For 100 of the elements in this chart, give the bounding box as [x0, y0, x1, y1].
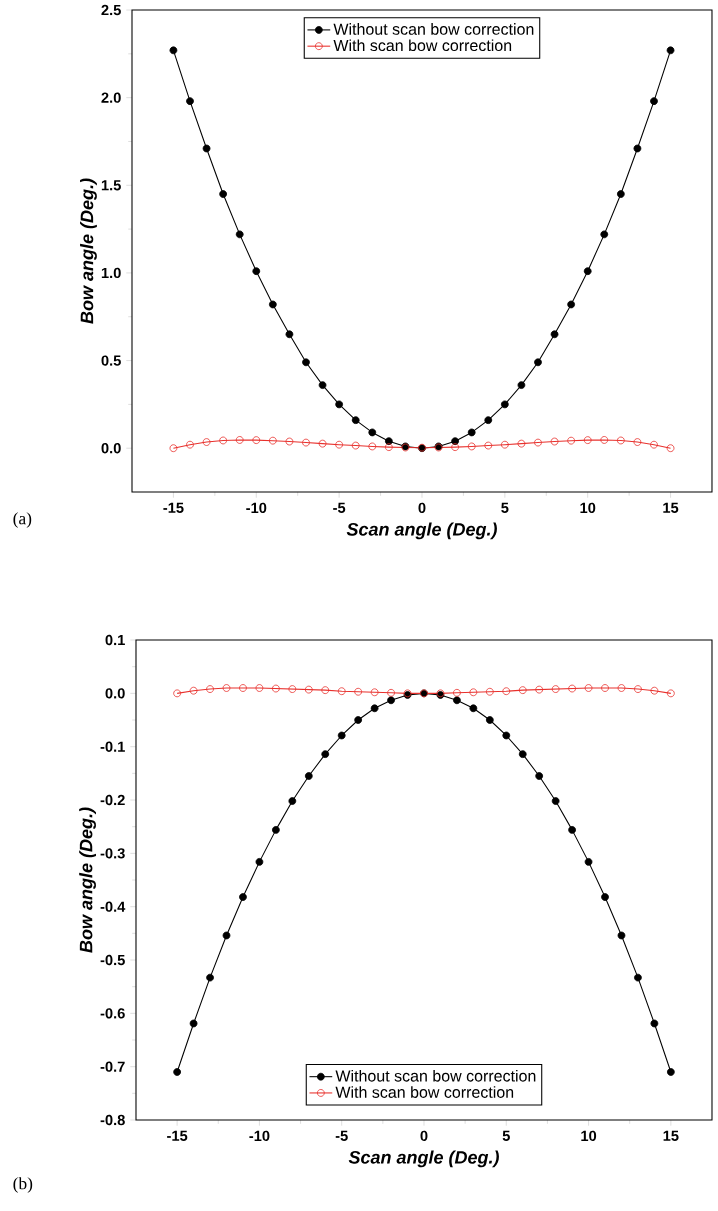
point [502, 731, 511, 740]
x-tick-label: 15 [663, 1130, 679, 1141]
point [337, 687, 346, 696]
point [568, 684, 576, 693]
x-tick-label: -5 [333, 502, 346, 513]
point [239, 893, 247, 901]
point [235, 436, 244, 444]
point [650, 1019, 659, 1028]
point [568, 826, 576, 834]
point [500, 440, 509, 449]
point [252, 267, 261, 276]
x-tick-label: 0 [420, 1130, 428, 1142]
point [206, 685, 214, 693]
x-axis-title: Scan angle (Deg.) [348, 1150, 499, 1168]
point [219, 436, 228, 445]
point [321, 686, 330, 695]
text: (b) [13, 1177, 33, 1193]
point [550, 330, 559, 339]
x-tick-label: 5 [501, 502, 509, 513]
point [255, 858, 264, 866]
legend-label: Without scan bow correction [333, 23, 534, 35]
point [633, 144, 642, 153]
point [186, 97, 194, 106]
point [616, 436, 625, 445]
point [354, 687, 363, 696]
x-tick-label: -10 [249, 1130, 270, 1142]
point [387, 688, 395, 697]
point [285, 330, 294, 339]
x-tick-label: 15 [663, 502, 679, 513]
point [469, 688, 478, 697]
point [550, 437, 559, 446]
point [650, 686, 659, 695]
point [268, 300, 277, 309]
y-tick-label: -0.2 [100, 794, 125, 806]
legend-label: Without scan bow correction [335, 1069, 536, 1082]
point [634, 685, 642, 693]
point [567, 300, 575, 309]
point [517, 439, 526, 448]
point [235, 230, 244, 239]
x-tick-label: -15 [163, 502, 184, 513]
x-tick-label: 0 [418, 502, 426, 514]
point [485, 687, 494, 696]
x-axis-title: Scan angle (Deg.) [346, 522, 497, 540]
point [453, 696, 461, 705]
point [321, 750, 330, 759]
y-tick-label: 0.1 [105, 634, 125, 646]
point [304, 685, 313, 694]
point [189, 1019, 198, 1028]
point [583, 436, 592, 444]
point [500, 400, 509, 409]
point [318, 381, 327, 389]
point [484, 441, 493, 450]
y-tick-label: 0.5 [101, 355, 121, 366]
point [285, 437, 294, 446]
point [518, 750, 527, 759]
point [354, 716, 363, 724]
y-axis-title: Bow angle (Deg.) [80, 178, 97, 324]
point [288, 797, 297, 805]
point [288, 685, 297, 693]
point [368, 442, 377, 451]
y-tick-label: -0.3 [100, 848, 125, 859]
point [202, 144, 211, 153]
point [617, 684, 626, 692]
point [384, 443, 393, 452]
y-tick-label: 2.5 [101, 4, 121, 16]
point [600, 230, 609, 239]
point [222, 684, 231, 692]
point [318, 439, 327, 448]
point [517, 381, 526, 389]
legend-label: With scan bow correction [333, 39, 512, 52]
y-tick-label: -0.4 [100, 901, 126, 912]
point [169, 46, 178, 55]
y-tick-label: -0.8 [100, 1114, 125, 1126]
y-tick-label: -0.1 [100, 741, 125, 752]
point [467, 428, 476, 437]
point [304, 772, 313, 780]
y-tick-label: -0.5 [100, 954, 125, 966]
point [601, 684, 609, 692]
point [467, 442, 476, 451]
text: (a) [13, 512, 32, 528]
point [368, 428, 377, 437]
x-tick-label: -15 [167, 1130, 188, 1141]
x-tick-label: 10 [581, 1130, 597, 1142]
point [485, 716, 494, 724]
y-axis-title: Bow angle (Deg.) [79, 807, 96, 953]
point [634, 973, 642, 982]
point [600, 436, 609, 444]
y-tick-label: 0.0 [101, 443, 121, 454]
point [518, 686, 527, 695]
point [601, 893, 609, 901]
point [272, 826, 280, 834]
point [387, 696, 395, 705]
point [206, 973, 214, 982]
point [666, 46, 675, 55]
point [583, 267, 592, 276]
y-tick-label: 1.5 [101, 180, 121, 191]
point [252, 436, 261, 444]
point [650, 440, 658, 449]
point [173, 689, 182, 698]
x-tick-label: -10 [246, 502, 267, 514]
